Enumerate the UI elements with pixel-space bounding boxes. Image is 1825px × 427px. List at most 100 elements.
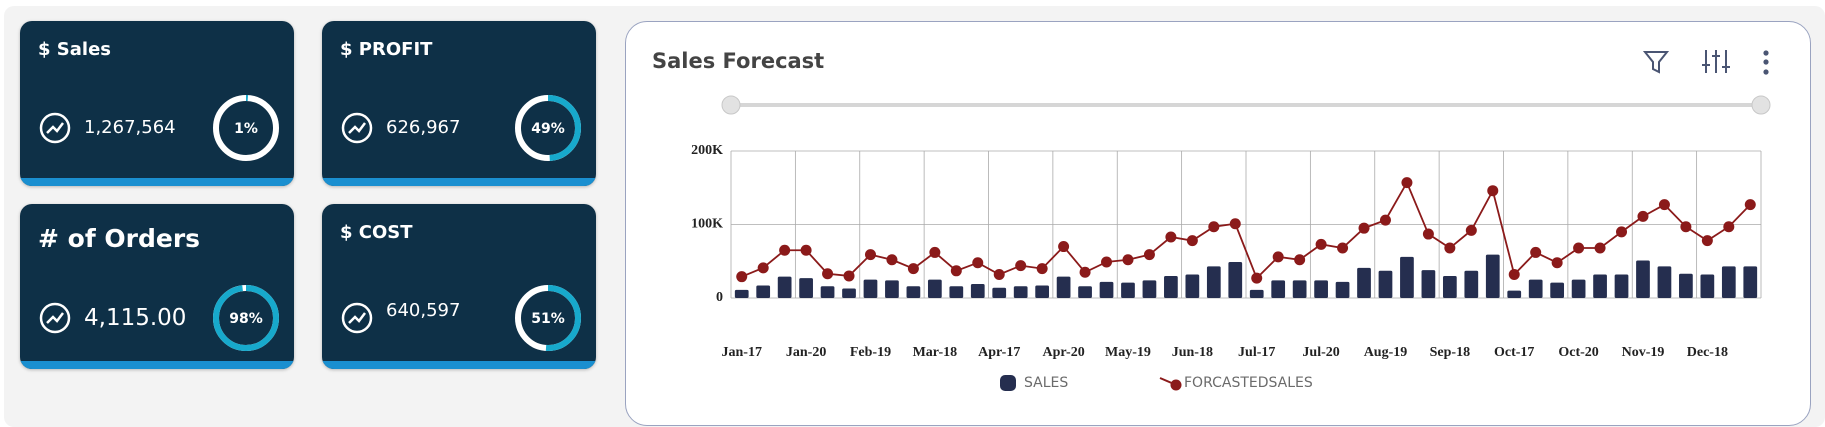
bar bbox=[1550, 282, 1565, 298]
legend-swatch-dot bbox=[1170, 379, 1182, 391]
forecast-point bbox=[1036, 263, 1048, 275]
forecast-point bbox=[1165, 231, 1177, 243]
bar bbox=[734, 289, 749, 298]
forecast-point bbox=[757, 262, 769, 274]
settings-icon[interactable] bbox=[1702, 50, 1730, 73]
card-graphics: 1% bbox=[39, 95, 279, 161]
bar bbox=[1249, 289, 1264, 298]
progress-ring bbox=[213, 95, 279, 161]
forecast-point bbox=[1551, 257, 1563, 269]
forecast-point bbox=[1272, 251, 1284, 263]
bar bbox=[1657, 266, 1672, 298]
forecast-point bbox=[1101, 256, 1113, 268]
bar bbox=[1185, 274, 1200, 298]
bar bbox=[992, 287, 1007, 298]
bar bbox=[970, 284, 985, 298]
forecast-point bbox=[929, 246, 941, 258]
x-tick-label: Apr-20 bbox=[1042, 345, 1084, 360]
forecast-point bbox=[1294, 254, 1306, 266]
card-value: 4,115.00 bbox=[84, 305, 187, 331]
card-icon-mark bbox=[348, 122, 366, 134]
card-icon bbox=[341, 302, 373, 334]
card-value: 1,267,564 bbox=[84, 117, 176, 138]
forecast-point bbox=[1186, 235, 1198, 247]
forecast-point bbox=[972, 257, 984, 269]
x-tick-label: Jul-17 bbox=[1238, 345, 1275, 360]
forecast-point bbox=[1401, 177, 1413, 189]
forecast-point bbox=[886, 254, 898, 266]
bar bbox=[820, 286, 835, 298]
forecast-point bbox=[1723, 221, 1735, 233]
x-tick-label: Oct-20 bbox=[1558, 345, 1598, 360]
kpi-card: 1% $ Sales 1,267,564 bbox=[20, 21, 294, 186]
card-icon bbox=[39, 112, 71, 144]
forecast-point bbox=[993, 268, 1005, 280]
bar bbox=[927, 279, 942, 298]
bar bbox=[1292, 280, 1307, 298]
bar bbox=[1056, 276, 1071, 298]
x-tick-label: Nov-19 bbox=[1622, 345, 1665, 360]
y-tick-label: 100K bbox=[691, 217, 723, 232]
forecast-point bbox=[1616, 226, 1628, 238]
bar bbox=[1421, 270, 1436, 298]
bar bbox=[1035, 285, 1050, 298]
forecast-point bbox=[1379, 214, 1391, 226]
x-tick-label: Sep-18 bbox=[1430, 345, 1470, 360]
bar bbox=[777, 276, 792, 298]
chart-title: Sales Forecast bbox=[652, 49, 824, 73]
card-value: 626,967 bbox=[386, 117, 461, 138]
bar bbox=[842, 288, 856, 298]
bar bbox=[1228, 261, 1243, 298]
progress-ring bbox=[515, 95, 581, 161]
bar bbox=[1528, 279, 1543, 298]
forecast-point bbox=[950, 265, 962, 277]
forecast-point bbox=[1508, 268, 1520, 280]
bar bbox=[1206, 266, 1221, 298]
bar bbox=[863, 279, 878, 298]
bar bbox=[1164, 275, 1178, 298]
progress-ring bbox=[213, 285, 279, 351]
card-title: # of Orders bbox=[38, 224, 201, 253]
kpi-card: 49% $ PROFIT 626,967 bbox=[322, 21, 596, 186]
filter-icon[interactable] bbox=[1642, 51, 1670, 74]
forecast-point bbox=[1358, 222, 1370, 234]
x-tick-label: Jan-20 bbox=[786, 345, 826, 360]
progress-label: 98% bbox=[229, 311, 263, 327]
bar bbox=[1614, 274, 1629, 298]
x-tick-label: Feb-19 bbox=[850, 345, 891, 360]
progress-ring bbox=[515, 285, 581, 351]
legend-label: SALES bbox=[1024, 375, 1068, 391]
forecast-point bbox=[1229, 218, 1241, 230]
range-slider[interactable] bbox=[721, 95, 1771, 115]
card-title: $ Sales bbox=[38, 39, 111, 60]
forecast-point bbox=[1079, 266, 1091, 278]
menu-icon[interactable] bbox=[1763, 50, 1769, 75]
forecast-point bbox=[1422, 228, 1434, 240]
forecast-point bbox=[1530, 246, 1542, 258]
forecast-point bbox=[1465, 224, 1477, 236]
forecast-point bbox=[1444, 242, 1456, 254]
forecast-point bbox=[1701, 235, 1713, 247]
forecast-point bbox=[1658, 199, 1670, 211]
bar bbox=[1721, 266, 1736, 298]
legend-swatch bbox=[1000, 375, 1016, 391]
x-tick-label: Dec-18 bbox=[1687, 345, 1728, 360]
forecast-point bbox=[736, 271, 748, 283]
bar bbox=[885, 280, 899, 298]
forecast-point bbox=[1015, 260, 1027, 272]
card-icon bbox=[39, 302, 71, 334]
x-tick-label: Jul-20 bbox=[1302, 345, 1339, 360]
forecast-point bbox=[1315, 238, 1327, 250]
card-accent bbox=[20, 361, 294, 369]
bar bbox=[1700, 274, 1715, 298]
x-tick-label: Oct-17 bbox=[1494, 345, 1534, 360]
forecast-point bbox=[1337, 242, 1349, 254]
bar bbox=[1121, 282, 1135, 298]
forecast-point bbox=[1487, 185, 1499, 197]
card-accent bbox=[20, 178, 294, 186]
bar bbox=[1357, 267, 1371, 298]
forecast-point bbox=[1744, 199, 1756, 211]
progress-label: 51% bbox=[531, 311, 565, 327]
card-icon bbox=[341, 112, 373, 144]
